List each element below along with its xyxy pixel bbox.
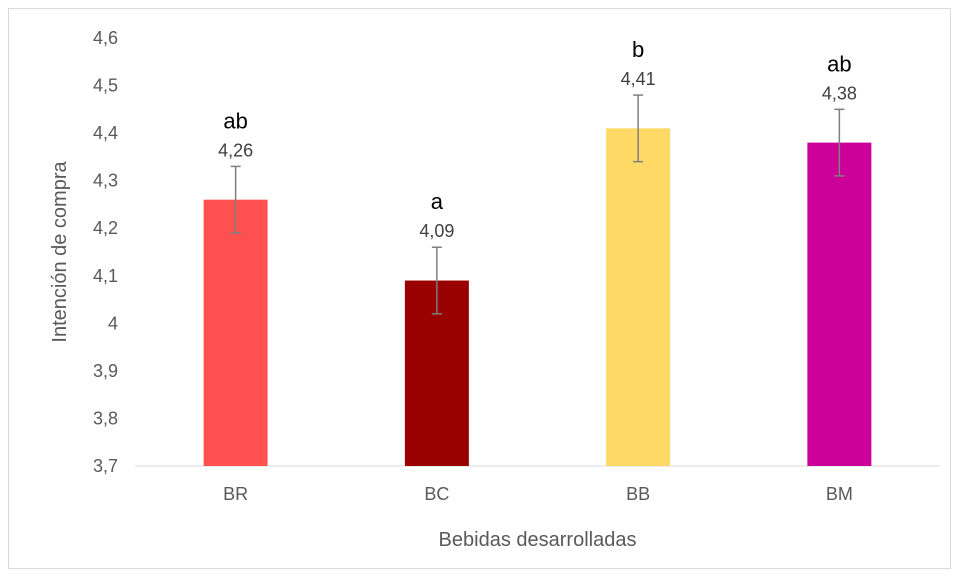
significance-letter: ab	[827, 51, 851, 76]
error-bar	[431, 246, 442, 315]
y-tick-label: 4,3	[93, 171, 118, 191]
y-axis-title: Intención de compra	[49, 161, 71, 343]
error-bar	[834, 108, 845, 177]
y-axis-ticks: 3,7 3,8 3,9 4 4,1 4,2 4,3 4,4 4,5 4,6	[93, 28, 118, 476]
bar-bm	[807, 142, 872, 466]
y-tick-label: 3,7	[93, 456, 118, 476]
significance-letter: b	[632, 37, 644, 62]
x-tick-label: BR	[223, 484, 248, 504]
y-tick-label: 4,4	[93, 123, 118, 143]
bar-br	[203, 199, 268, 466]
value-label: 4,38	[822, 83, 857, 103]
value-label: 4,09	[419, 221, 454, 241]
y-tick-label: 4,5	[93, 76, 118, 96]
chart-frame	[8, 8, 951, 569]
error-bars	[230, 94, 845, 315]
y-tick-label: 3,9	[93, 361, 118, 381]
value-label: 4,26	[218, 140, 253, 160]
y-tick-label: 4	[108, 313, 118, 333]
x-tick-label: BB	[626, 484, 650, 504]
y-tick-label: 3,8	[93, 408, 118, 428]
data-labels: 4,26 4,09 4,41 4,38	[218, 69, 857, 241]
value-label: 4,41	[621, 69, 656, 89]
bar-bb	[606, 128, 671, 466]
y-tick-label: 4,6	[93, 28, 118, 48]
significance-letter: a	[431, 189, 444, 214]
x-tick-label: BC	[424, 484, 449, 504]
bars	[203, 128, 872, 466]
x-tick-label: BM	[826, 484, 853, 504]
significance-letter: ab	[223, 108, 247, 133]
x-axis-ticks: BR BC BB BM	[223, 484, 853, 504]
y-tick-label: 4,1	[93, 266, 118, 286]
error-bar	[633, 94, 644, 163]
error-bar	[230, 165, 241, 234]
x-axis-title: Bebidas desarrolladas	[439, 529, 637, 551]
y-tick-label: 4,2	[93, 218, 118, 238]
